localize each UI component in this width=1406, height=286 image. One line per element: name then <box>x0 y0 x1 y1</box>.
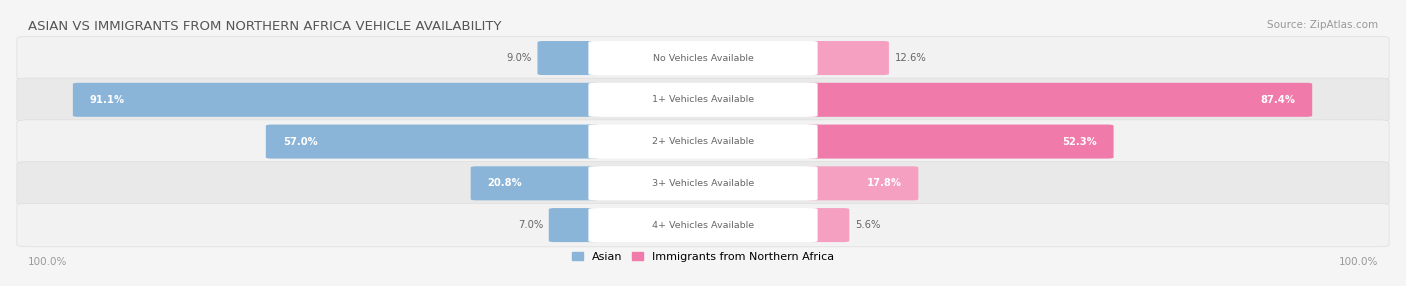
Text: Source: ZipAtlas.com: Source: ZipAtlas.com <box>1267 20 1378 30</box>
Text: 12.6%: 12.6% <box>894 53 927 63</box>
Text: 20.8%: 20.8% <box>488 178 522 188</box>
Text: ASIAN VS IMMIGRANTS FROM NORTHERN AFRICA VEHICLE AVAILABILITY: ASIAN VS IMMIGRANTS FROM NORTHERN AFRICA… <box>28 20 502 33</box>
Text: No Vehicles Available: No Vehicles Available <box>652 53 754 63</box>
Text: 100.0%: 100.0% <box>1339 257 1378 267</box>
Text: 87.4%: 87.4% <box>1260 95 1295 105</box>
Text: 9.0%: 9.0% <box>506 53 531 63</box>
Text: 2+ Vehicles Available: 2+ Vehicles Available <box>652 137 754 146</box>
Text: 4+ Vehicles Available: 4+ Vehicles Available <box>652 221 754 230</box>
Legend: Asian, Immigrants from Northern Africa: Asian, Immigrants from Northern Africa <box>568 247 838 266</box>
Text: 3+ Vehicles Available: 3+ Vehicles Available <box>652 179 754 188</box>
Text: 52.3%: 52.3% <box>1062 137 1097 146</box>
Text: 5.6%: 5.6% <box>855 220 880 230</box>
Text: 100.0%: 100.0% <box>28 257 67 267</box>
Text: 7.0%: 7.0% <box>517 220 543 230</box>
Text: 1+ Vehicles Available: 1+ Vehicles Available <box>652 95 754 104</box>
Text: 57.0%: 57.0% <box>283 137 318 146</box>
Text: 17.8%: 17.8% <box>866 178 901 188</box>
Text: 91.1%: 91.1% <box>90 95 125 105</box>
